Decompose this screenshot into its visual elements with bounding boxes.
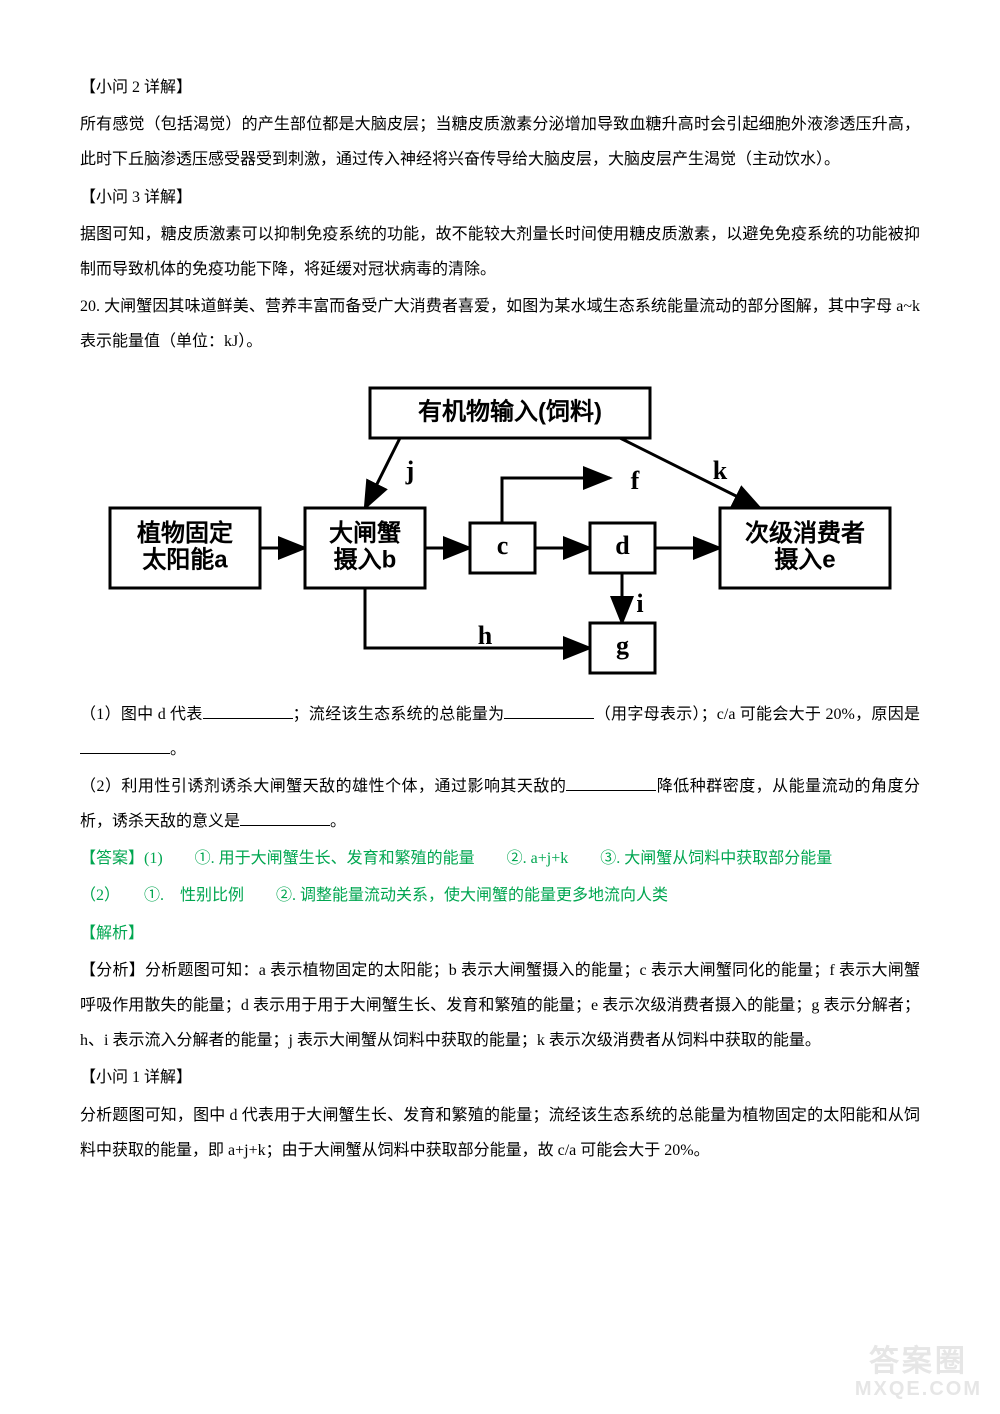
heading-xw1: 【小问 1 详解】 [80, 1060, 920, 1095]
blank [240, 810, 330, 826]
jiexi-heading: 【解析】 [80, 916, 920, 951]
q2-part-a: （2）利用性引诱剂诱杀大闸蟹天敌的雄性个体，通过影响其天敌的 [80, 778, 566, 795]
watermark: 答案圈 MXQE.COM [855, 1345, 982, 1400]
blank [203, 703, 293, 719]
heading-q2: 【小问 2 详解】 [80, 70, 920, 105]
svg-text:j: j [405, 455, 415, 484]
text-q2: 所有感觉（包括渴觉）的产生部位都是大脑皮层；当糖皮质激素分泌增加导致血糖升高时会… [80, 107, 920, 177]
analysis-text: 【分析】分析题图可知：a 表示植物固定的太阳能；b 表示大闸蟹摄入的能量；c 表… [80, 953, 920, 1059]
text-xw1: 分析题图可知，图中 d 代表用于大闸蟹生长、发育和繁殖的能量；流经该生态系统的总… [80, 1098, 920, 1168]
svg-text:大闸蟹: 大闸蟹 [329, 520, 401, 547]
blank [504, 703, 594, 719]
svg-text:k: k [713, 455, 728, 484]
svg-text:c: c [497, 530, 509, 559]
answer-1: 【答案】(1) ①. 用于大闸蟹生长、发育和繁殖的能量 ②. a+j+k ③. … [80, 841, 920, 876]
svg-text:d: d [615, 530, 630, 559]
q1-part-c: （用字母表示）；c/a 可能会大于 20%，原因是 [594, 706, 920, 723]
svg-text:次级消费者: 次级消费者 [745, 519, 865, 547]
svg-text:有机物输入(饲料): 有机物输入(饲料) [418, 397, 602, 425]
q2-part-c: 。 [330, 813, 346, 830]
svg-text:太阳能a: 太阳能a [142, 545, 228, 573]
answer-2: （2） ①. 性别比例 ②. 调整能量流动关系，使大闸蟹的能量更多地流向人类 [80, 878, 920, 913]
q1-part-b: ；流经该生态系统的总能量为 [293, 706, 505, 723]
question-20-stem: 20. 大闸蟹因其味道鲜美、营养丰富而备受广大消费者喜爱，如图为某水域生态系统能… [80, 289, 920, 359]
text-q3: 据图可知，糖皮质激素可以抑制免疫系统的功能，故不能较大剂量长时间使用糖皮质激素，… [80, 217, 920, 287]
heading-q3: 【小问 3 详解】 [80, 180, 920, 215]
svg-text:植物固定: 植物固定 [137, 519, 233, 547]
svg-text:g: g [616, 630, 629, 659]
svg-text:摄入b: 摄入b [334, 546, 397, 573]
blank [80, 738, 170, 754]
watermark-line1: 答案圈 [855, 1345, 982, 1378]
svg-text:f: f [631, 465, 640, 494]
watermark-line2: MXQE.COM [855, 1378, 982, 1400]
energy-flow-diagram: 有机物输入(饲料) 植物固定太阳能a 大闸蟹摄入b c d 次级消费者摄入e g j k f h i [80, 378, 920, 683]
q1-part-a: （1）图中 d 代表 [80, 706, 203, 723]
question-20-2: （2）利用性引诱剂诱杀大闸蟹天敌的雄性个体，通过影响其天敌的降低种群密度，从能量… [80, 769, 920, 839]
svg-text:i: i [636, 588, 643, 617]
question-20-1: （1）图中 d 代表 ；流经该生态系统的总能量为 （用字母表示）；c/a 可能会大于… [80, 697, 920, 767]
blank [566, 775, 656, 791]
svg-text:摄入e: 摄入e [774, 546, 835, 573]
svg-text:h: h [478, 620, 493, 649]
q1-part-d: 。 [170, 741, 186, 758]
